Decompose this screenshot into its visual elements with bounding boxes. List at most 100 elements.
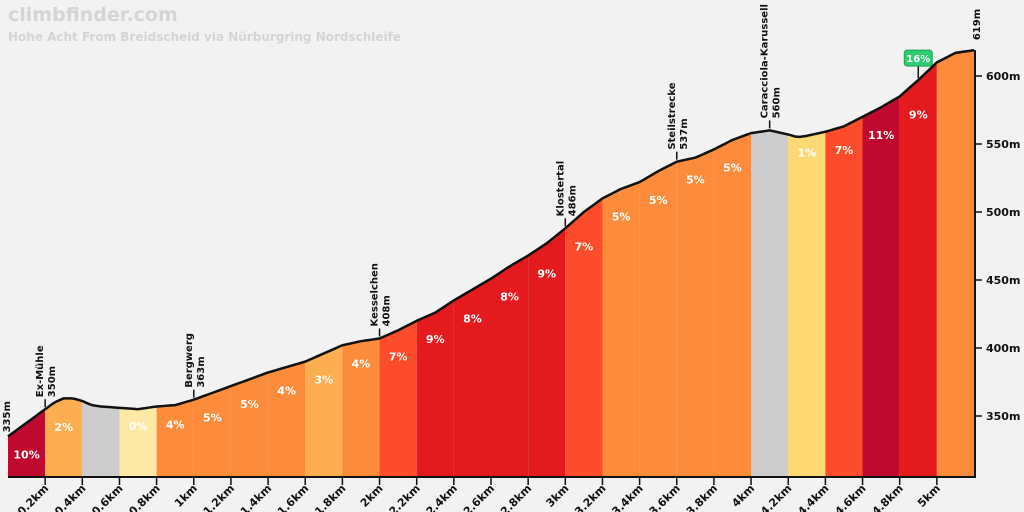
- gradient-segment: [230, 372, 269, 477]
- segment-gradient-label: 9%: [426, 333, 445, 346]
- waypoint-elevation: 560m: [772, 87, 783, 118]
- gradient-segment: [899, 62, 937, 478]
- segment-gradient-label: 5%: [723, 161, 742, 174]
- segment-gradient-label: 9%: [909, 108, 928, 121]
- gradient-segment: [491, 255, 529, 477]
- y-tick-label: 600m: [986, 70, 1020, 83]
- waypoint-elevation: 537m: [679, 118, 690, 149]
- x-tick-label: 3km: [544, 482, 572, 510]
- max-gradient-label: 16%: [906, 54, 930, 65]
- gradient-segment: [268, 361, 306, 477]
- x-tick-label: 1.8km: [312, 482, 348, 512]
- segment-gradient-label: 5%: [686, 174, 705, 187]
- waypoint-elevation: 486m: [567, 185, 578, 216]
- x-tick-label: 2.4km: [424, 482, 460, 512]
- x-tick-label: 3.4km: [609, 482, 645, 512]
- x-tick-label: 2km: [358, 482, 386, 510]
- x-tick-label: 1.2km: [201, 482, 237, 512]
- gradient-segment: [453, 278, 491, 477]
- x-tick-label: 0.8km: [126, 482, 162, 512]
- waypoint-name: Ex-Mühle: [35, 345, 46, 397]
- x-tick-label: 2.6km: [461, 482, 497, 512]
- x-tick-label: 0.4km: [52, 482, 88, 512]
- x-tick-label: 2.2km: [387, 482, 423, 512]
- segment-gradient-label: 4%: [277, 384, 296, 397]
- segment-gradient-label: 1%: [797, 146, 816, 159]
- x-tick-label: 5km: [915, 482, 943, 510]
- segment-gradient-label: 4%: [352, 357, 371, 370]
- gradient-segment: [639, 161, 677, 477]
- waypoint-name: Caracciola-Karussell: [760, 4, 771, 118]
- y-tick-label: 550m: [986, 138, 1020, 151]
- segment-gradient-label: 9%: [537, 268, 556, 281]
- x-tick-label: 3.8km: [684, 482, 720, 512]
- gradient-segment: [416, 300, 454, 477]
- start-elevation-label: 335m: [2, 401, 13, 432]
- gradient-segment: [45, 398, 83, 477]
- x-tick-label: 4km: [729, 482, 757, 510]
- max-gradient-badge: [903, 49, 933, 67]
- x-tick-label: 3.6km: [647, 482, 683, 512]
- gradient-segment: [676, 149, 714, 477]
- y-tick-label: 350m: [986, 410, 1020, 423]
- gradient-segment: [602, 182, 640, 477]
- waypoint-elevation: 363m: [196, 356, 207, 387]
- x-tick-label: 0.2km: [15, 482, 51, 512]
- x-tick-label: 4.4km: [795, 482, 831, 512]
- x-tick-label: 4.6km: [832, 482, 868, 512]
- gradient-segment: [379, 320, 417, 477]
- segment-gradient-label: 7%: [389, 350, 408, 363]
- gradient-segment: [156, 399, 194, 477]
- waypoint-elevation: 408m: [382, 295, 393, 326]
- gradient-segment: [305, 345, 343, 477]
- climb-title: Hohe Acht From Breidscheid via Nürburgri…: [8, 30, 402, 44]
- segment-gradient-label: 8%: [500, 291, 519, 304]
- gradient-segment: [751, 130, 789, 477]
- gradient-segment: [193, 386, 231, 477]
- segment-gradient-label: 2%: [54, 421, 73, 434]
- elevation-line: [7, 48, 975, 438]
- x-tick-label: 1.4km: [238, 482, 274, 512]
- segment-gradient-label: 11%: [868, 129, 894, 142]
- y-tick-label: 450m: [986, 274, 1020, 287]
- gradient-segment: [788, 131, 826, 477]
- x-tick-label: 3.2km: [572, 482, 608, 512]
- gradient-segment: [565, 198, 603, 477]
- waypoint-name: Steilstrecke: [667, 82, 678, 149]
- waypoint-name: Klostertal: [555, 161, 566, 216]
- gradient-segment: [713, 133, 752, 477]
- site-brand: climbfinder.com: [8, 4, 178, 26]
- segment-gradient-label: 5%: [612, 210, 631, 223]
- waypoint-elevation: 350m: [47, 366, 58, 397]
- x-tick-label: 4.2km: [758, 482, 794, 512]
- x-tick-label: 1km: [172, 482, 200, 510]
- waypoint-name: Kesselchen: [370, 263, 381, 326]
- segment-gradient-label: 7%: [575, 240, 594, 253]
- gradient-segment: [342, 338, 380, 477]
- gradient-segment: [82, 401, 120, 477]
- segment-gradient-label: 3%: [314, 374, 333, 387]
- x-tick-label: 2.8km: [498, 482, 534, 512]
- x-tick-label: 1.6km: [275, 482, 311, 512]
- gradient-segment: [528, 228, 566, 477]
- gradient-segment: [8, 409, 46, 477]
- segment-gradient-label: 7%: [835, 144, 854, 157]
- segment-gradient-label: 5%: [240, 398, 259, 411]
- segment-gradient-label: 5%: [203, 412, 222, 425]
- segment-gradient-label: 4%: [166, 418, 185, 431]
- gradient-segment: [862, 96, 900, 478]
- segment-gradient-label: 0%: [129, 420, 148, 433]
- gradient-segment: [119, 406, 157, 477]
- segment-gradient-label: 5%: [649, 194, 668, 207]
- y-tick-label: 400m: [986, 342, 1020, 355]
- waypoint-name: Bergwerg: [184, 333, 195, 388]
- x-tick-label: 0.6km: [89, 482, 125, 512]
- gradient-segment: [936, 50, 974, 477]
- x-tick-label: 4.8km: [870, 482, 906, 512]
- y-tick-label: 500m: [986, 206, 1020, 219]
- end-elevation-label: 619m: [972, 9, 983, 40]
- segment-gradient-label: 8%: [463, 312, 482, 325]
- segment-gradient-label: 10%: [13, 448, 39, 461]
